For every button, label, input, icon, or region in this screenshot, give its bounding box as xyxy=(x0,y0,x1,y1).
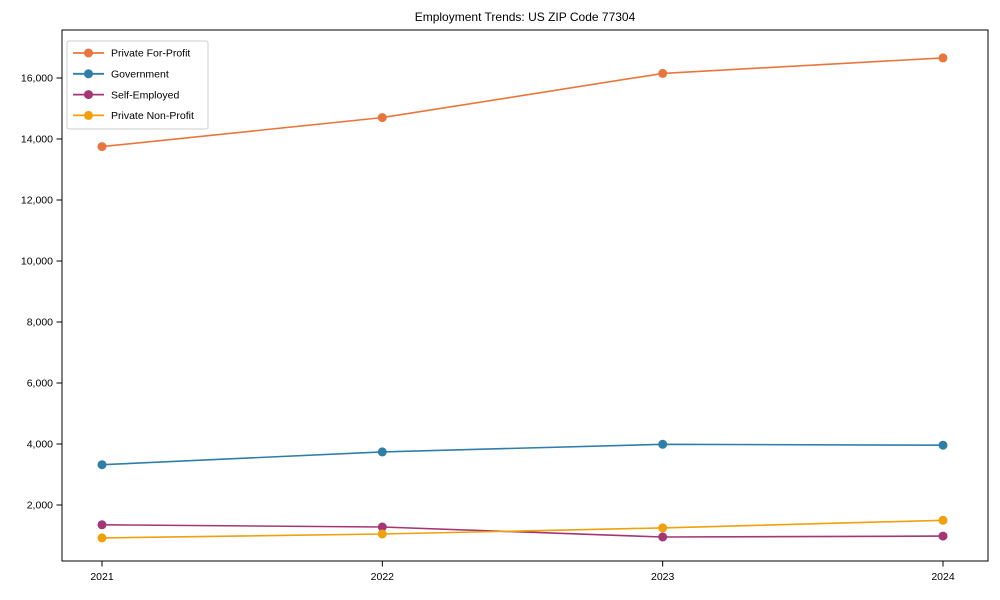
y-axis: 2,000 4,000 6,000 8,000 10,000 12,000 14,000 16… xyxy=(21,73,62,512)
series-marker-private-non-profit xyxy=(938,515,948,525)
legend: Private For-Profit Government Self-Employe… xyxy=(66,40,209,130)
x-tick-label: 2021 xyxy=(90,571,114,583)
series-marker-self-employed xyxy=(658,532,668,542)
series-marker-private-for-profit xyxy=(97,142,107,152)
legend-item-private-non-profit: Private Non-Profit xyxy=(73,110,194,122)
series-marker-private-non-profit xyxy=(97,533,107,543)
series-line-self-employed xyxy=(101,524,944,538)
y-tick-label: 14,000 xyxy=(21,134,53,146)
series-marker-government xyxy=(377,447,387,457)
y-tick-label: 10,000 xyxy=(21,256,53,268)
plot-area: 2,000 4,000 6,000 8,000 10,000 12,000 14,000 16… xyxy=(21,29,989,583)
legend-item-government: Government xyxy=(73,69,169,81)
series-marker-self-employed xyxy=(377,522,387,532)
chart-title: Employment Trends: US ZIP Code 77304 xyxy=(415,10,636,24)
legend-label: Private Non-Profit xyxy=(111,110,194,122)
series-marker-government xyxy=(97,460,107,470)
series-private-for-profit xyxy=(97,53,948,152)
legend-item-self-employed: Self-Employed xyxy=(73,89,179,101)
series-marker-private-non-profit xyxy=(377,529,387,539)
x-tick-label: 2024 xyxy=(931,571,955,583)
y-tick-label: 12,000 xyxy=(21,195,53,207)
legend-marker xyxy=(84,110,93,120)
series-marker-self-employed xyxy=(938,531,948,541)
series-marker-private-for-profit xyxy=(938,53,948,63)
series-line-private-non-profit xyxy=(101,519,944,539)
y-tick-label: 4,000 xyxy=(27,439,53,451)
y-tick-label: 6,000 xyxy=(27,378,53,390)
legend-label: Self-Employed xyxy=(111,89,179,101)
series-marker-self-employed xyxy=(97,520,107,530)
series-line-government xyxy=(101,443,944,466)
y-tick-label: 8,000 xyxy=(27,317,53,329)
y-tick-label: 16,000 xyxy=(21,73,53,85)
series-marker-government xyxy=(938,440,948,450)
legend-item-private-for-profit: Private For-Profit xyxy=(73,48,190,60)
legend-box xyxy=(66,40,209,130)
legend-marker xyxy=(84,90,93,100)
legend-label: Private For-Profit xyxy=(111,48,190,60)
series-marker-private-for-profit xyxy=(658,68,668,78)
x-tick-label: 2023 xyxy=(651,571,675,583)
series-marker-private-non-profit xyxy=(658,523,668,533)
axes-box xyxy=(61,29,989,562)
series-government xyxy=(97,439,948,470)
x-axis: 2021 2022 2023 2024 xyxy=(90,561,955,583)
legend-label: Government xyxy=(111,69,169,81)
series-private-non-profit xyxy=(97,515,948,543)
series-line-private-for-profit xyxy=(101,57,944,148)
series-marker-government xyxy=(658,439,668,449)
y-tick-label: 2,000 xyxy=(27,500,53,512)
x-tick-label: 2022 xyxy=(371,571,395,583)
series-marker-private-for-profit xyxy=(377,113,387,123)
legend-marker xyxy=(84,48,93,58)
legend-marker xyxy=(84,69,93,79)
series-self-employed xyxy=(97,520,948,542)
